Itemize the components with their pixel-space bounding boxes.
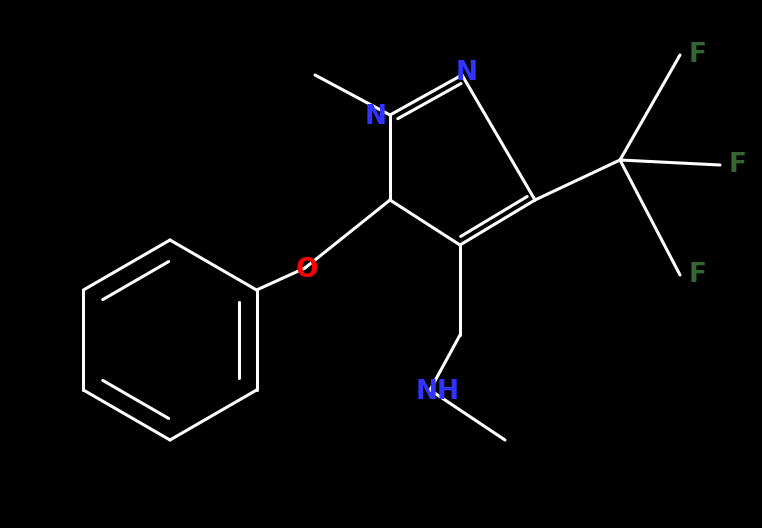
- Text: O: O: [296, 257, 319, 283]
- Text: N: N: [365, 104, 387, 130]
- Text: F: F: [729, 152, 747, 178]
- Text: F: F: [689, 42, 707, 68]
- Text: F: F: [689, 262, 707, 288]
- Text: NH: NH: [416, 379, 460, 405]
- Text: N: N: [456, 60, 478, 86]
